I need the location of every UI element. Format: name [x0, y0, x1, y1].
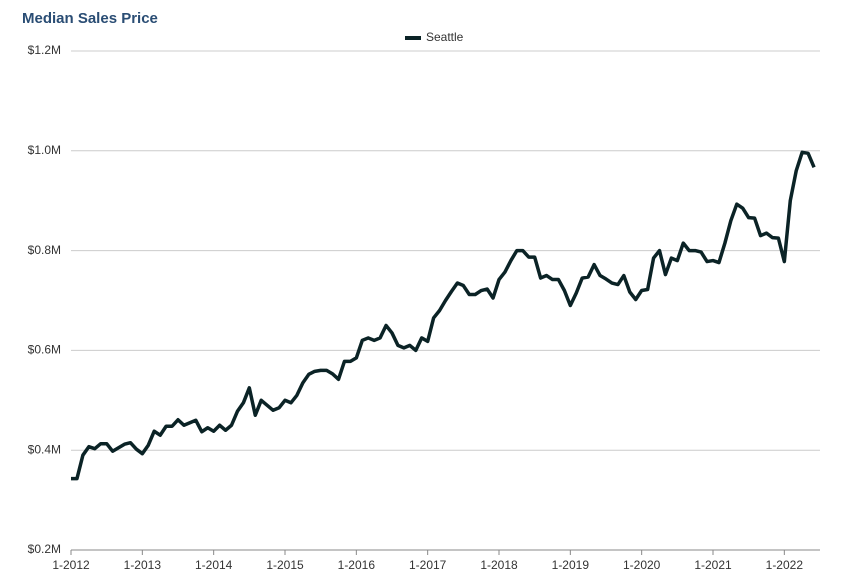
- x-tick-label: 1-2015: [266, 558, 304, 572]
- x-tick-label: 1-2020: [623, 558, 661, 572]
- x-tick-label: 1-2017: [409, 558, 447, 572]
- y-tick-label: $1.2M: [28, 43, 61, 57]
- x-tick-label: 1-2018: [480, 558, 518, 572]
- x-tick-label: 1-2021: [694, 558, 732, 572]
- y-tick-label: $0.8M: [28, 243, 61, 257]
- x-tick-label: 1-2014: [195, 558, 233, 572]
- chart-title: Median Sales Price: [22, 10, 158, 27]
- legend-label: Seattle: [426, 30, 464, 44]
- x-tick-label: 1-2022: [766, 558, 804, 572]
- y-tick-label: $0.6M: [28, 343, 61, 357]
- y-tick-label: $0.2M: [28, 542, 61, 556]
- y-tick-label: $0.4M: [28, 442, 61, 456]
- y-tick-label: $1.0M: [28, 143, 61, 157]
- series-line: [71, 150, 816, 481]
- x-tick-label: 1-2012: [52, 558, 90, 572]
- x-tick-label: 1-2019: [552, 558, 590, 572]
- x-tick-label: 1-2013: [124, 558, 162, 572]
- x-tick-label: 1-2016: [338, 558, 376, 572]
